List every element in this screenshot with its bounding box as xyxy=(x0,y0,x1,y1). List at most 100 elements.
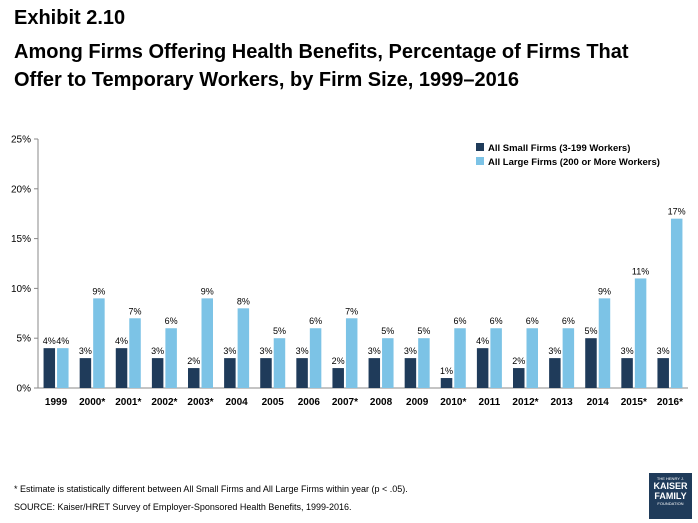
data-label: 17% xyxy=(668,207,686,217)
data-label: 6% xyxy=(165,316,178,326)
bar-large-firms xyxy=(670,218,683,388)
kff-logo: THE HENRY J. KAISER FAMILY FOUNDATION xyxy=(649,473,692,519)
data-label: 5% xyxy=(584,326,597,336)
data-label: 4% xyxy=(115,336,128,346)
data-label: 9% xyxy=(598,286,611,296)
bar-large-firms xyxy=(129,318,141,388)
title-line-1: Among Firms Offering Health Benefits, Pe… xyxy=(14,41,629,63)
data-label: 2% xyxy=(512,356,525,366)
bar-small-firms xyxy=(224,358,236,388)
data-label: 7% xyxy=(345,306,358,316)
bar-large-firms xyxy=(526,328,538,388)
x-tick-label: 2008 xyxy=(370,397,393,408)
y-tick-label: 20% xyxy=(11,184,31,195)
x-tick-label: 2003* xyxy=(187,397,213,408)
x-tick-label: 2007* xyxy=(332,397,358,408)
bar-small-firms xyxy=(79,358,92,388)
bar-small-firms xyxy=(332,368,344,388)
bar-small-firms xyxy=(188,368,200,388)
y-tick-label: 25% xyxy=(11,135,31,146)
bar-small-firms xyxy=(404,358,417,388)
bar-chart: 0%5%10%15%20%25%4% 4%19993%9%2000*4%7%200… xyxy=(11,135,688,408)
x-tick-label: 1999 xyxy=(45,397,68,408)
bar-large-firms xyxy=(201,298,213,388)
bar-large-firms xyxy=(562,328,575,388)
data-label: 11% xyxy=(632,266,649,276)
bar-small-firms xyxy=(476,348,489,388)
data-label: 4% xyxy=(43,336,56,346)
data-label: 4% xyxy=(56,336,69,346)
bar-large-firms xyxy=(93,298,105,388)
data-label: 2% xyxy=(332,356,345,366)
data-label: 6% xyxy=(454,316,467,326)
bar-small-firms xyxy=(43,348,56,388)
data-label: 7% xyxy=(129,306,142,316)
data-label: 3% xyxy=(296,346,309,356)
bar-large-firms xyxy=(598,298,611,388)
data-label: 3% xyxy=(151,346,164,356)
x-tick-label: 2001* xyxy=(115,397,141,408)
legend-label: All Small Firms (3-199 Workers) xyxy=(488,143,630,154)
legend-swatch xyxy=(476,157,484,165)
bar-large-firms xyxy=(345,318,358,388)
bar-large-firms xyxy=(273,338,286,388)
bar-large-firms xyxy=(418,338,430,388)
data-label: 3% xyxy=(548,346,561,356)
x-tick-label: 2012* xyxy=(512,397,538,408)
bar-small-firms xyxy=(585,338,597,388)
exhibit-label: Exhibit 2.10 xyxy=(14,7,126,29)
data-label: 3% xyxy=(621,346,634,356)
x-tick-label: 2006 xyxy=(298,397,321,408)
x-tick-label: 2013 xyxy=(550,397,573,408)
x-tick-label: 2005 xyxy=(262,397,285,408)
data-label: 3% xyxy=(223,346,236,356)
bar-small-firms xyxy=(513,368,525,388)
x-tick-label: 2002* xyxy=(151,397,177,408)
data-label: 9% xyxy=(92,286,105,296)
bar-small-firms xyxy=(368,358,381,388)
y-tick-label: 15% xyxy=(11,234,31,245)
bar-small-firms xyxy=(440,378,453,388)
bar-large-firms xyxy=(57,348,69,388)
bar-small-firms xyxy=(151,358,164,388)
data-label: 6% xyxy=(562,316,575,326)
bar-small-firms xyxy=(260,358,272,388)
y-tick-label: 0% xyxy=(17,384,32,395)
data-label: 5% xyxy=(381,326,394,336)
data-label: 3% xyxy=(368,346,381,356)
x-tick-label: 2004 xyxy=(225,397,248,408)
bar-small-firms xyxy=(549,358,561,388)
legend-swatch xyxy=(476,143,484,151)
data-label: 1% xyxy=(440,366,453,376)
x-tick-label: 2000* xyxy=(79,397,105,408)
data-label: 5% xyxy=(273,326,286,336)
data-label: 6% xyxy=(490,316,503,326)
data-label: 5% xyxy=(417,326,430,336)
bar-large-firms xyxy=(454,328,466,388)
y-tick-label: 10% xyxy=(11,284,31,295)
data-label: 4% xyxy=(476,336,489,346)
footnote: * Estimate is statistically different be… xyxy=(14,484,408,494)
bar-large-firms xyxy=(490,328,502,388)
chart-title: Among Firms Offering Health Benefits, Pe… xyxy=(14,38,684,94)
y-tick-label: 5% xyxy=(17,334,32,345)
bar-small-firms xyxy=(657,358,669,388)
x-tick-label: 2015* xyxy=(621,397,647,408)
x-tick-label: 2010* xyxy=(440,397,466,408)
bar-small-firms xyxy=(621,358,633,388)
data-label: 3% xyxy=(79,346,92,356)
data-label: 3% xyxy=(657,346,670,356)
data-label: 3% xyxy=(404,346,417,356)
legend-label: All Large Firms (200 or More Workers) xyxy=(488,157,660,168)
x-tick-label: 2016* xyxy=(657,397,683,408)
bar-small-firms xyxy=(115,348,128,388)
bar-large-firms xyxy=(382,338,394,388)
title-line-2: Offer to Temporary Workers, by Firm Size… xyxy=(14,69,520,91)
x-tick-label: 2009 xyxy=(406,397,429,408)
bar-large-firms xyxy=(634,278,647,388)
bar-large-firms xyxy=(237,308,250,388)
data-label: 6% xyxy=(309,316,322,326)
source-note: SOURCE: Kaiser/HRET Survey of Employer-S… xyxy=(14,502,352,512)
x-tick-label: 2011 xyxy=(479,397,501,408)
data-label: 8% xyxy=(237,296,250,306)
